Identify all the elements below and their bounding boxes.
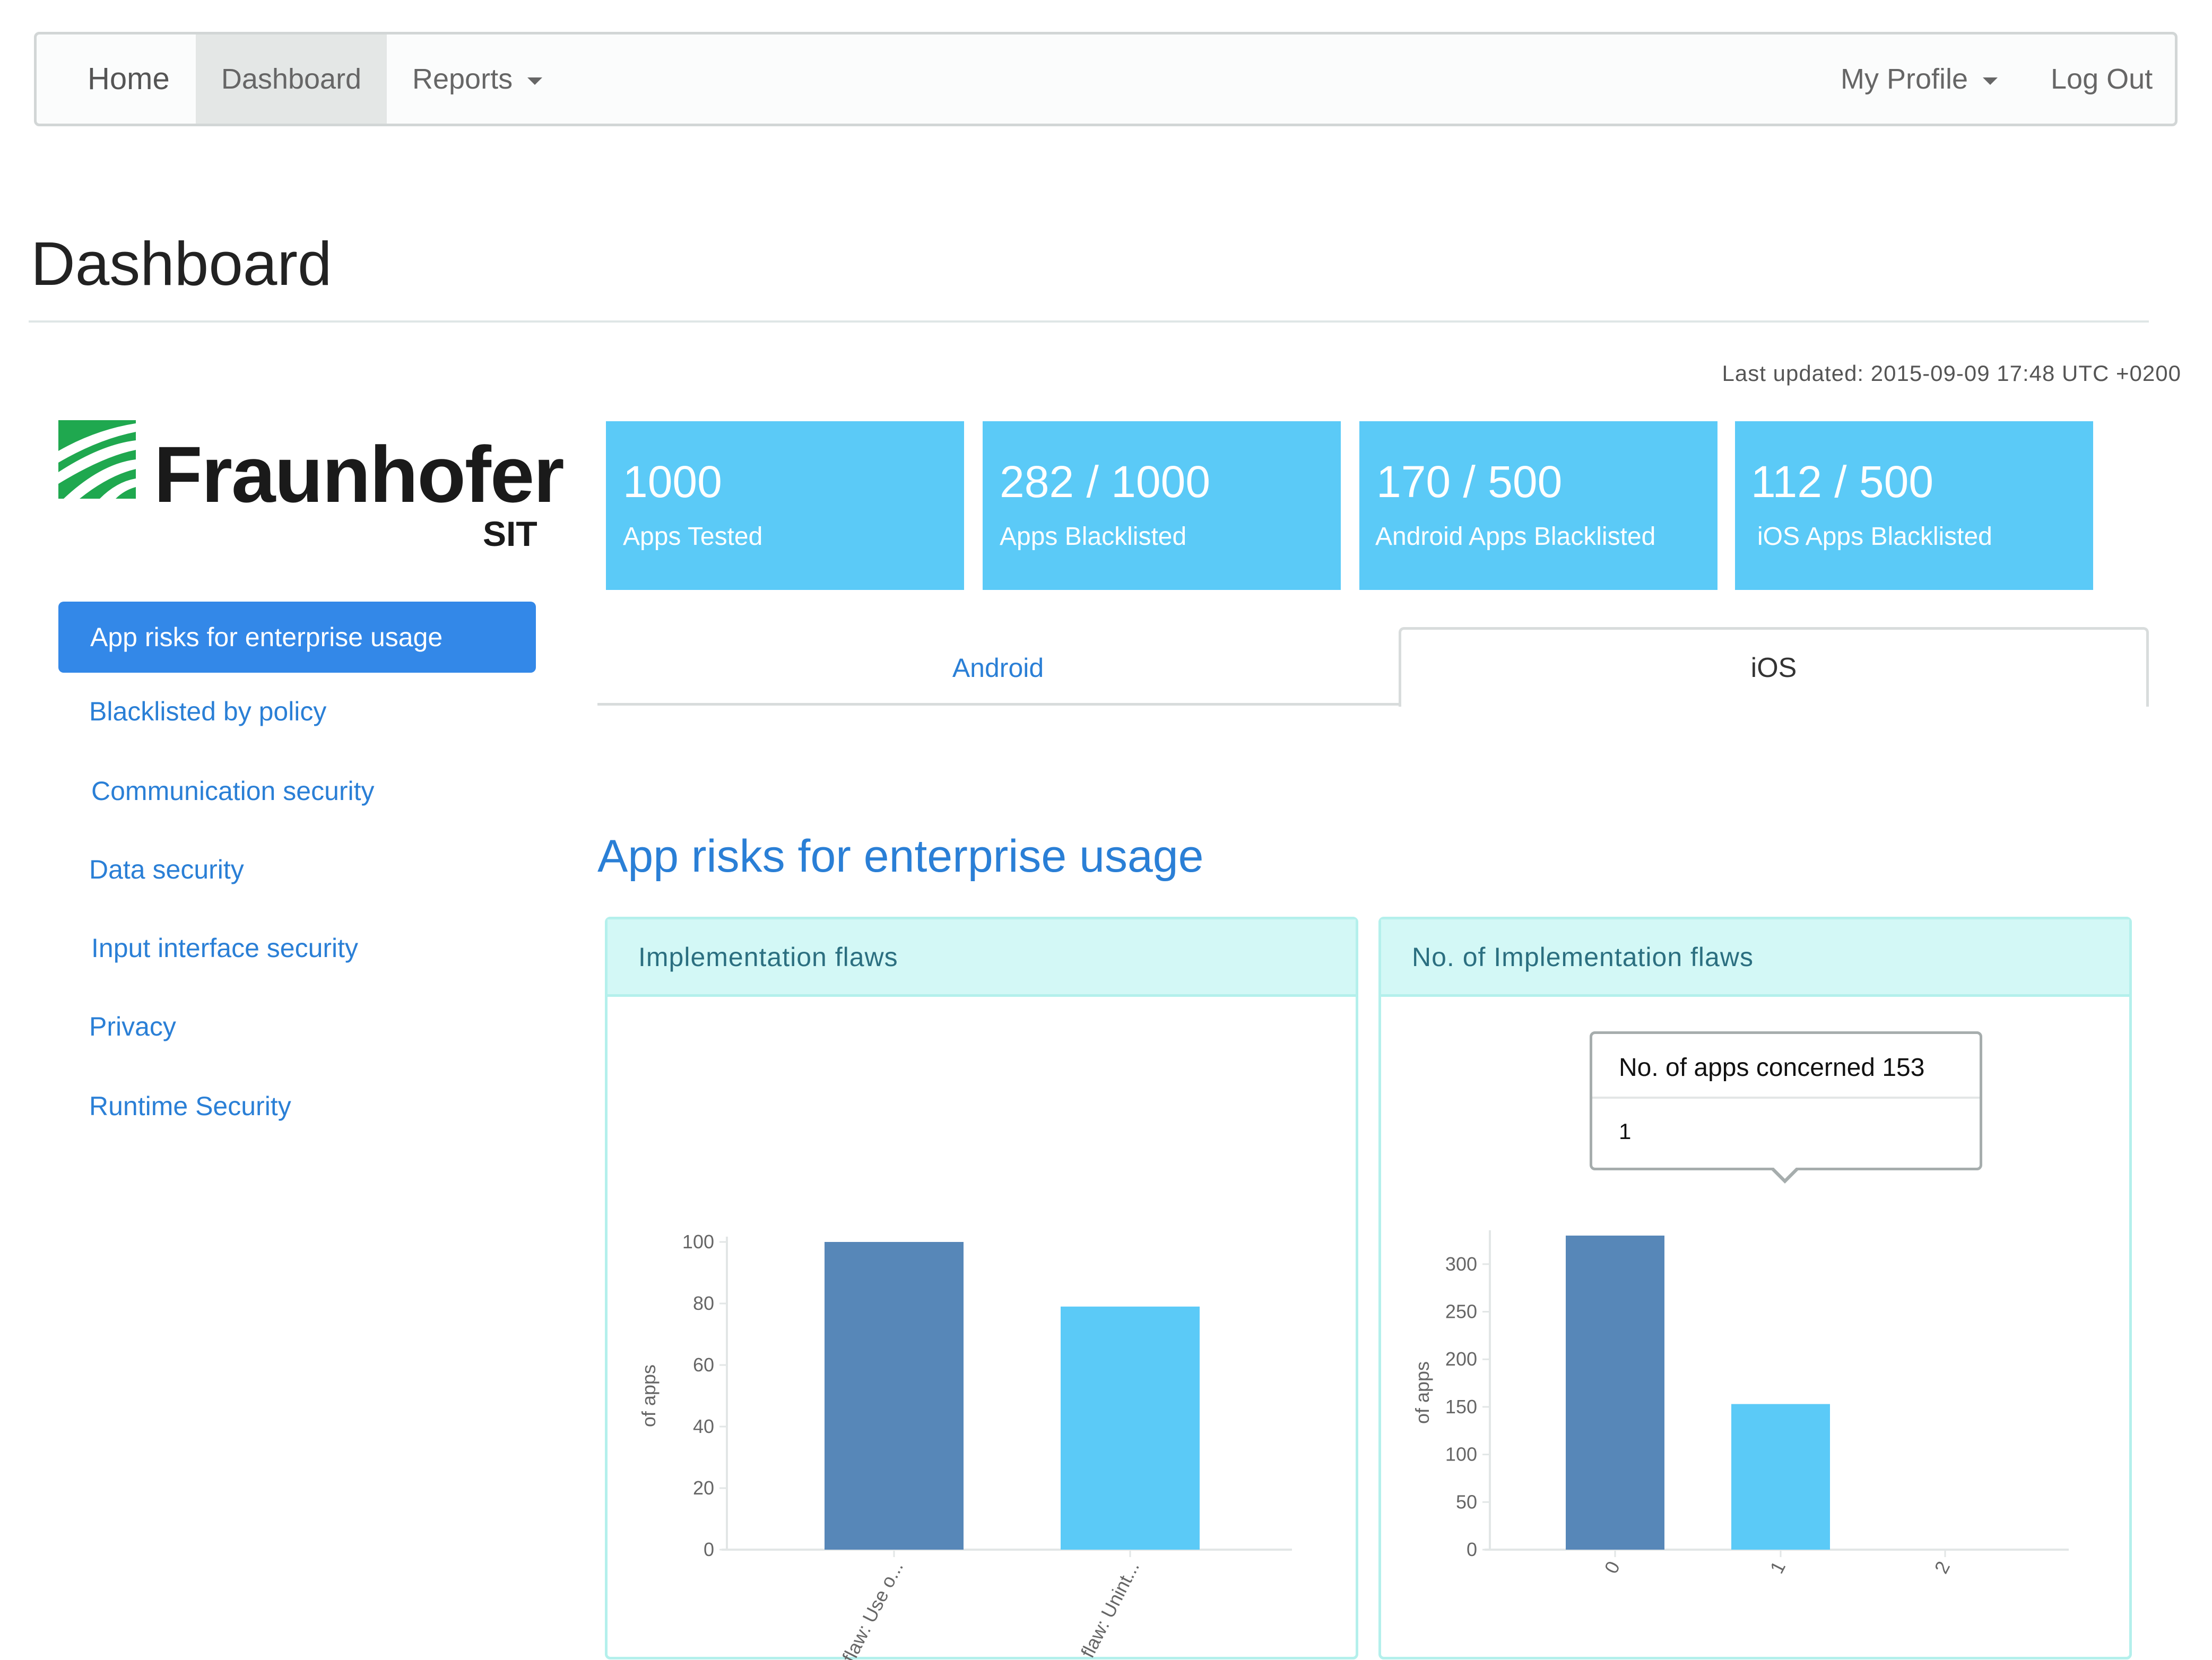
y-tick-label: 300 — [1445, 1253, 1477, 1275]
sidebar-item-runtime-security[interactable]: Runtime Security — [89, 1091, 291, 1121]
chevron-down-icon — [1983, 77, 1998, 85]
y-axis-label: of apps — [638, 1364, 660, 1427]
nav-reports-label: Reports — [412, 63, 513, 95]
chart-bar[interactable] — [825, 1242, 964, 1550]
last-updated-text: Last updated: 2015-09-09 17:48 UTC +0200 — [1722, 361, 2181, 386]
divider — [29, 320, 2149, 323]
stat-label: iOS Apps Blacklisted — [1757, 523, 1992, 551]
panel-title: No. of Implementation flaws — [1412, 942, 1754, 972]
y-tick-label: 40 — [693, 1415, 714, 1437]
tooltip-divider — [1592, 1097, 1980, 1099]
chart-bar[interactable] — [1061, 1306, 1200, 1550]
nav-my-profile-label: My Profile — [1841, 63, 1968, 95]
stat-card-apps-blacklisted: 282 / 1000 Apps Blacklisted — [983, 421, 1341, 590]
sidebar-item-app-risks[interactable]: App risks for enterprise usage — [58, 602, 536, 673]
chevron-down-icon — [527, 77, 543, 85]
no-of-flaws-chart: 0 50 100 150 200 250 300 of apps 0 1 2 — [1411, 1230, 2069, 1577]
x-tick-label: 0 — [1600, 1558, 1625, 1577]
tab-ios[interactable]: iOS — [1399, 627, 2149, 707]
tooltip-title: No. of apps concerned 153 — [1619, 1054, 1925, 1082]
nav-reports-dropdown[interactable]: Reports — [412, 34, 582, 124]
tab-android[interactable]: Android — [597, 626, 1399, 706]
stat-label: Apps Blacklisted — [1000, 523, 1187, 551]
stat-card-ios-blacklisted: 112 / 500 iOS Apps Blacklisted — [1735, 421, 2093, 590]
stat-value: 112 / 500 — [1751, 457, 1934, 507]
stat-value: 1000 — [623, 457, 722, 507]
x-tick-label: 2 — [1930, 1558, 1955, 1577]
y-tick-label: 50 — [1456, 1491, 1477, 1513]
y-tick-label: 80 — [693, 1292, 714, 1314]
stat-card-android-blacklisted: 170 / 500 Android Apps Blacklisted — [1359, 421, 1717, 590]
nav-dashboard-link[interactable]: Dashboard — [196, 34, 387, 124]
tab-ios-label: iOS — [1750, 653, 1797, 683]
y-tick-label: 100 — [682, 1231, 714, 1253]
top-navbar: Home Dashboard Reports My Profile Log Ou… — [34, 32, 2178, 126]
section-title: App risks for enterprise usage — [597, 831, 1204, 882]
stat-value: 282 / 1000 — [1000, 457, 1211, 507]
sidebar-item-input-interface-security[interactable]: Input interface security — [91, 933, 359, 963]
x-tick-label: possible flaw: Unint... — [1042, 1558, 1143, 1660]
stat-label: Apps Tested — [623, 523, 763, 551]
logo-subtitle: SIT — [483, 514, 537, 553]
y-axis-label: of apps — [1411, 1361, 1433, 1424]
sidebar-item-data-security[interactable]: Data security — [89, 855, 244, 884]
sidebar-item-communication-security[interactable]: Communication security — [91, 776, 375, 806]
chart-bar[interactable] — [1566, 1236, 1664, 1550]
y-tick-label: 150 — [1445, 1396, 1477, 1418]
panel-header: No. of Implementation flaws — [1381, 919, 2129, 997]
y-tick-label: 60 — [693, 1354, 714, 1376]
chart-tooltip: No. of apps concerned 153 1 — [1590, 1031, 1982, 1170]
tooltip-arrow-fill — [1772, 1166, 1798, 1179]
sidebar-item-blacklisted-by-policy[interactable]: Blacklisted by policy — [89, 697, 327, 726]
panel-no-of-implementation-flaws: No. of Implementation flaws 0 50 100 150 200… — [1378, 917, 2132, 1659]
x-tick-label: 1 — [1766, 1558, 1790, 1577]
y-tick-label: 200 — [1445, 1348, 1477, 1370]
panel-header: Implementation flaws — [608, 919, 1356, 997]
stat-card-apps-tested: 1000 Apps Tested — [606, 421, 964, 590]
y-tick-label: 0 — [704, 1539, 714, 1560]
fraunhofer-logo-icon — [58, 420, 136, 499]
panel-implementation-flaws: Implementation flaws 0 20 40 60 80 100 of apps… — [605, 917, 1358, 1660]
nav-home-link[interactable]: Home — [88, 62, 170, 96]
nav-my-profile-dropdown[interactable]: My Profile — [1841, 34, 2032, 124]
y-tick-label: 250 — [1445, 1301, 1477, 1323]
stat-value: 170 / 500 — [1376, 457, 1563, 507]
logo-mark — [58, 420, 136, 499]
chart-bar[interactable] — [1731, 1404, 1830, 1550]
sidebar-item-privacy[interactable]: Privacy — [89, 1012, 176, 1041]
tab-android-label: Android — [952, 653, 1044, 683]
x-tick-label: possible flaw: Use o... — [804, 1558, 907, 1660]
nav-logout-link[interactable]: Log Out — [2051, 63, 2153, 95]
y-tick-label: 20 — [693, 1477, 714, 1499]
y-tick-label: 0 — [1467, 1539, 1477, 1560]
logo-name: Fraunhofer — [154, 430, 565, 519]
implementation-flaws-chart: 0 20 40 60 80 100 of apps possible flaw: Use o.… — [638, 1231, 1292, 1660]
tooltip-value: 1 — [1619, 1119, 1632, 1144]
stat-label: Android Apps Blacklisted — [1375, 523, 1656, 551]
y-tick-label: 100 — [1445, 1444, 1477, 1465]
page-title: Dashboard — [31, 229, 332, 298]
panel-title: Implementation flaws — [638, 942, 898, 972]
